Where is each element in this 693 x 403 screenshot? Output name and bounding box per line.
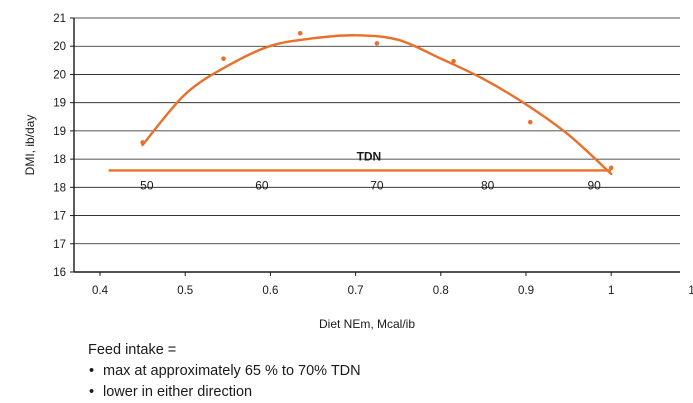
fit-curve — [141, 34, 613, 176]
data-point — [527, 119, 533, 125]
y-tick-label: 19 — [53, 98, 66, 110]
data-point — [374, 41, 380, 46]
x-tick-label: 0.6 — [262, 285, 278, 297]
x-tick-label: 0.4 — [92, 285, 109, 297]
grid-lines — [74, 17, 680, 245]
y-tick-label: 20 — [53, 41, 66, 53]
data-point — [608, 165, 614, 171]
data-point — [140, 140, 145, 145]
tdn-label: 90 — [587, 178, 601, 192]
tdn-label: 60 — [255, 178, 269, 192]
notes-heading: Feed intake = — [88, 342, 177, 358]
y-tick-label: 19 — [53, 126, 66, 138]
notes-bullet-2: lower in either direction — [88, 382, 361, 403]
tick-labels: 16 17 17 18 18 19 19 20 20 21 0.4 0.5 0.6 0.7 0.8 0.9 1 1… — [53, 13, 693, 297]
tdn-label: 70 — [370, 178, 384, 192]
x-tick-label: 0.9 — [518, 285, 534, 297]
x-tick-label: 1 — [608, 285, 614, 297]
tdn-title: TDN — [357, 149, 382, 163]
x-tick-label: 0.7 — [348, 285, 364, 297]
x-tick-label: 0.8 — [433, 285, 449, 297]
y-tick-label: 18 — [53, 154, 66, 166]
data-point — [451, 58, 456, 64]
tdn-label: 80 — [481, 178, 495, 192]
x-tick-label: 1.1 — [688, 285, 693, 297]
y-tick-label: 17 — [53, 239, 66, 251]
y-tick-label: 20 — [53, 69, 66, 81]
notes-list: max at approximately 65 % to 70% TDN low… — [88, 361, 361, 403]
notes: Feed intake = max at approximately 65 % … — [88, 340, 361, 403]
notes-bullet-1: max at approximately 65 % to 70% TDN — [88, 361, 361, 382]
axes — [70, 17, 680, 276]
y-tick-label: 21 — [53, 13, 66, 25]
x-axis-title: Diet NEm, Mcal/ib — [319, 317, 415, 331]
x-tick-label: 0.5 — [177, 285, 193, 297]
y-tick-label: 18 — [53, 182, 66, 194]
tdn-label: 50 — [140, 178, 154, 192]
data-series — [140, 30, 614, 176]
data-point — [297, 30, 303, 36]
data-point — [221, 56, 226, 61]
y-tick-label: 17 — [53, 211, 66, 223]
tdn-scale: TDN 50 60 70 80 90 — [108, 149, 612, 192]
y-tick-label: 16 — [53, 267, 66, 279]
y-axis-title: DMI, ib/day — [23, 115, 37, 176]
